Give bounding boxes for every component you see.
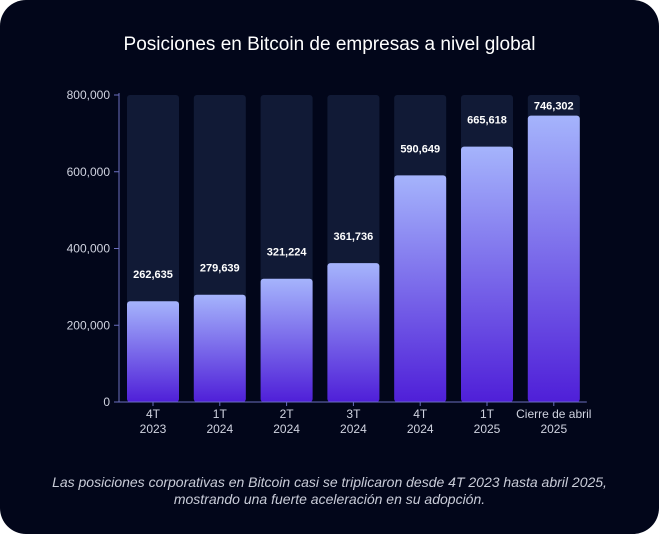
bar-value-label: 746,302 bbox=[534, 101, 574, 113]
x-tick-label: 4T bbox=[413, 407, 428, 421]
y-tick-label: 400,000 bbox=[67, 242, 111, 256]
x-tick-label: 1T bbox=[213, 407, 228, 421]
bar bbox=[527, 115, 580, 403]
bar-value-label: 321,224 bbox=[267, 247, 308, 259]
bar bbox=[127, 301, 179, 402]
x-tick-label: 1T bbox=[480, 407, 495, 421]
x-tick-label: 2T bbox=[280, 407, 295, 421]
bar-value-label: 262,635 bbox=[133, 269, 173, 281]
y-tick-label: 800,000 bbox=[67, 88, 111, 102]
x-tick-label: 2025 bbox=[474, 422, 501, 436]
bar-value-label: 665,618 bbox=[467, 115, 507, 127]
bar bbox=[461, 146, 513, 402]
x-tick-label: 2025 bbox=[540, 422, 567, 436]
bar bbox=[327, 263, 380, 402]
x-tick-label: 3T bbox=[346, 407, 361, 421]
x-tick-label: 2024 bbox=[407, 422, 434, 436]
bar bbox=[193, 294, 246, 402]
x-tick-label: 2024 bbox=[206, 422, 233, 436]
bar bbox=[260, 278, 313, 402]
x-tick-label: 2024 bbox=[340, 422, 367, 436]
bar-value-label: 279,639 bbox=[200, 263, 240, 275]
bar bbox=[394, 175, 447, 402]
bar-value-label: 361,736 bbox=[334, 231, 374, 243]
x-tick-label: 2023 bbox=[140, 422, 167, 436]
x-tick-label: 2024 bbox=[273, 422, 300, 436]
x-tick-label: 4T bbox=[146, 407, 161, 421]
y-tick-label: 600,000 bbox=[67, 165, 111, 179]
chart-caption: Las posiciones corporativas en Bitcoin c… bbox=[52, 474, 607, 507]
x-tick-label: Cierre de abril bbox=[516, 407, 591, 421]
bar-value-label: 590,649 bbox=[400, 143, 440, 155]
chart-title: Posiciones en Bitcoin de empresas a nive… bbox=[123, 34, 536, 55]
y-tick-label: 200,000 bbox=[67, 318, 111, 332]
y-tick-label: 0 bbox=[103, 395, 110, 409]
